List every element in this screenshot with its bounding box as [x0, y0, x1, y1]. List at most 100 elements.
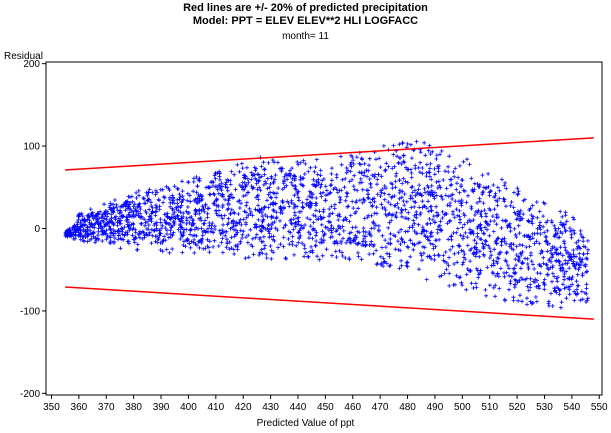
data-point: [117, 211, 122, 216]
data-point: [567, 266, 572, 271]
data-point: [563, 228, 568, 233]
data-point: [200, 236, 205, 241]
data-point: [467, 162, 472, 167]
data-point: [206, 206, 211, 211]
data-point: [241, 217, 246, 222]
data-point: [73, 233, 78, 238]
data-point: [88, 228, 92, 233]
data-point: [303, 161, 308, 166]
data-point: [248, 209, 253, 214]
data-point: [168, 228, 173, 233]
data-point: [472, 245, 477, 250]
data-point: [456, 175, 461, 180]
data-point: [585, 251, 590, 256]
data-point: [428, 204, 433, 209]
data-point: [367, 163, 371, 168]
data-point: [554, 247, 559, 252]
data-point: [153, 239, 158, 244]
data-point: [261, 182, 266, 187]
data-point: [401, 159, 406, 164]
data-point: [356, 250, 360, 255]
data-point: [253, 222, 257, 227]
data-point: [530, 221, 535, 226]
data-point: [447, 255, 452, 260]
data-point: [511, 205, 516, 210]
data-point: [149, 219, 154, 224]
data-point: [272, 220, 277, 224]
data-point: [557, 292, 562, 297]
data-point: [234, 223, 238, 228]
data-point: [301, 205, 306, 210]
data-point: [178, 225, 183, 230]
data-point: [259, 210, 264, 215]
data-point: [429, 177, 434, 182]
data-point: [372, 242, 377, 247]
data-point: [331, 187, 336, 192]
data-point: [278, 166, 282, 171]
data-point: [437, 223, 442, 228]
data-point: [402, 203, 407, 208]
data-point: [514, 217, 519, 222]
data-point: [223, 197, 228, 202]
data-point: [554, 228, 558, 233]
data-point: [319, 194, 324, 199]
data-point: [176, 216, 181, 221]
data-point: [329, 171, 334, 176]
data-point: [419, 253, 424, 258]
data-point: [526, 288, 531, 293]
data-point: [297, 198, 301, 203]
data-point: [129, 194, 134, 199]
data-point: [300, 200, 305, 205]
data-point: [231, 247, 236, 252]
data-point: [348, 236, 353, 241]
data-point: [433, 244, 438, 249]
data-point: [389, 213, 394, 218]
data-point: [296, 162, 301, 167]
data-point: [213, 171, 218, 176]
data-point: [64, 232, 69, 237]
data-point: [287, 204, 292, 209]
data-point: [178, 210, 183, 215]
data-point: [509, 200, 514, 204]
data-point: [513, 277, 517, 282]
data-point: [454, 273, 459, 278]
data-point: [90, 223, 94, 228]
data-point: [189, 222, 194, 227]
data-point: [284, 256, 289, 261]
data-point: [311, 213, 316, 218]
data-point: [448, 247, 453, 252]
data-point: [470, 229, 474, 233]
data-point: [296, 222, 301, 227]
data-point: [405, 141, 410, 146]
data-point: [554, 258, 559, 263]
data-point: [150, 233, 155, 238]
data-point: [309, 191, 314, 196]
data-point: [446, 194, 451, 199]
data-point: [464, 287, 469, 292]
data-point: [242, 209, 247, 214]
data-point: [334, 175, 339, 180]
data-point: [268, 195, 273, 200]
data-point: [459, 183, 464, 187]
data-point: [438, 219, 443, 224]
data-point: [344, 170, 349, 175]
data-point: [94, 218, 99, 223]
data-point: [387, 220, 392, 225]
data-point: [359, 170, 364, 175]
data-point: [412, 204, 417, 209]
data-point: [212, 238, 217, 243]
data-point: [308, 200, 313, 205]
data-point: [268, 202, 273, 207]
data-point: [281, 235, 286, 240]
data-point: [562, 241, 567, 246]
data-point: [241, 173, 246, 178]
data-point: [397, 178, 402, 183]
data-point: [397, 266, 402, 271]
data-point: [219, 188, 224, 193]
data-point: [158, 240, 163, 245]
data-point: [239, 161, 244, 166]
data-point: [469, 281, 474, 286]
data-point: [448, 218, 453, 223]
data-point: [552, 234, 557, 239]
data-point: [555, 279, 560, 284]
